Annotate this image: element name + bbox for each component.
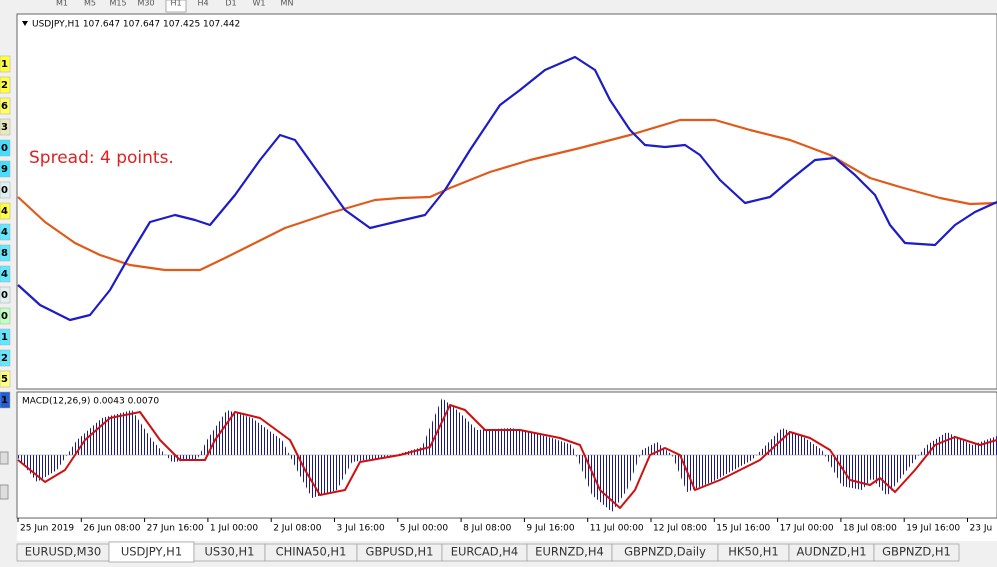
macd-header: MACD(12,26,9) 0.0043 0.0070 — [22, 397, 159, 407]
time-axis-labels: 25 Jun 2019 26 Jun 08:00 27 Jun 16:00 1 Jul… — [17, 518, 993, 534]
fast-average-line — [17, 55, 997, 322]
active-timeframe — [165, 0, 187, 13]
strip-label: 4 — [1, 227, 8, 238]
strip-cell — [0, 265, 11, 283]
strip-cell — [0, 391, 11, 409]
tab-label[interactable]: EURUSD,M30 — [25, 545, 101, 559]
timeframe-button[interactable]: H4 — [197, 0, 208, 8]
timeframe-button[interactable]: MN — [281, 0, 294, 8]
time-label: 2 Jul 08:00 — [273, 524, 322, 534]
timeframe-button[interactable]: M30 — [137, 0, 154, 8]
tab-label[interactable]: GBPUSD,H1 — [366, 545, 434, 559]
strip-label: 9 — [1, 164, 8, 175]
tab-label[interactable]: USDJPY,H1 — [121, 545, 182, 559]
spread-label: Spread: 4 points. — [29, 148, 174, 168]
tab-label[interactable]: EURNZD,H4 — [535, 545, 604, 559]
timeframe-button[interactable]: D1 — [225, 0, 236, 8]
tab-label[interactable]: GBPNZD,Daily — [624, 545, 706, 559]
timeframe-button[interactable]: M1 — [56, 0, 68, 8]
strip-cell — [0, 76, 11, 94]
strip-cells: 1 2 6 3 0 9 0 4 4 8 4 0 0 1 2 5 1 — [0, 55, 11, 409]
collapse-arrow[interactable] — [22, 21, 28, 26]
strip-cell — [0, 139, 11, 157]
strip-cell — [0, 97, 11, 115]
strip-label: 4 — [1, 206, 8, 217]
tab-label[interactable]: US30,H1 — [205, 545, 255, 559]
scroll-button[interactable] — [0, 451, 9, 465]
time-label: 1 Jul 00:00 — [210, 524, 259, 534]
tab-label[interactable]: EURCAD,H4 — [451, 545, 518, 559]
timeframe-button[interactable]: H1 — [170, 0, 181, 8]
toolbar — [0, 0, 997, 12]
tabs: EURUSD,M30 USDJPY,H1 US30,H1 CHINA50,H1 GBPU… — [16, 541, 960, 563]
strip-cell — [0, 160, 11, 178]
strip-label: 0 — [1, 290, 8, 301]
scroll-button[interactable] — [0, 484, 9, 500]
strip-label: 0 — [1, 311, 8, 322]
time-label: 19 Jul 16:00 — [906, 524, 960, 534]
strip-cell — [0, 118, 11, 136]
strip-cell — [0, 349, 11, 367]
strip-label: 1 — [1, 59, 8, 70]
strip-label: 2 — [1, 80, 8, 91]
strip-label: 5 — [1, 374, 8, 385]
timeframe-button[interactable]: M15 — [109, 0, 126, 8]
time-label: 5 Jul 00:00 — [400, 524, 449, 534]
macd-signal-line — [17, 404, 997, 509]
strip-label: 0 — [1, 185, 8, 196]
strip-label: 4 — [1, 269, 8, 280]
time-label: 12 Jul 08:00 — [653, 524, 707, 534]
chart-header: USDJPY,H1 107.647 107.647 107.425 107.44… — [32, 20, 240, 30]
time-label: 26 Jun 08:00 — [83, 524, 140, 534]
strip-cell — [0, 244, 11, 262]
tab-label[interactable]: CHINA50,H1 — [276, 545, 347, 559]
strip-cell — [0, 328, 11, 346]
time-label: 15 Jul 16:00 — [716, 524, 770, 534]
time-label: 18 Jul 08:00 — [843, 524, 897, 534]
time-axis — [17, 519, 997, 541]
strip-label: 0 — [1, 143, 8, 154]
time-label: 27 Jun 16:00 — [147, 524, 204, 534]
strip-cell — [0, 286, 11, 304]
time-label: 17 Jul 00:00 — [780, 524, 834, 534]
time-label: 3 Jul 16:00 — [337, 524, 386, 534]
strip-label: 3 — [1, 122, 8, 133]
strip-label: 1 — [1, 395, 8, 406]
strip-cell — [0, 223, 11, 241]
tab-label[interactable]: AUDNZD,H1 — [796, 545, 866, 559]
strip-cell — [0, 202, 11, 220]
time-label: 9 Jul 16:00 — [526, 524, 575, 534]
time-label: 23 Ju — [970, 524, 993, 534]
time-label: 11 Jul 00:00 — [590, 524, 644, 534]
tab[interactable] — [873, 543, 960, 562]
strip-cell — [0, 55, 11, 73]
strip-label: 6 — [1, 101, 8, 112]
timeframe-buttons: M1 M5 M15 M30 H1 H4 D1 W1 MN — [56, 0, 293, 8]
strip-label: 8 — [1, 248, 8, 259]
timeframe-button[interactable]: M5 — [84, 0, 96, 8]
strip-label: 2 — [1, 353, 8, 364]
time-label: 8 Jul 08:00 — [463, 524, 512, 534]
tab-label[interactable]: HK50,H1 — [728, 545, 778, 559]
moving-average-line — [17, 118, 997, 272]
price-chart — [16, 13, 997, 390]
strip-cell — [0, 307, 11, 325]
strip-cell — [0, 181, 11, 199]
strip-cell — [0, 370, 11, 388]
timeframe-button[interactable]: W1 — [253, 0, 266, 8]
strip-label: 1 — [1, 332, 8, 343]
tab-label[interactable]: GBPNZD,H1 — [882, 545, 951, 559]
time-label: 25 Jun 2019 — [20, 524, 74, 534]
